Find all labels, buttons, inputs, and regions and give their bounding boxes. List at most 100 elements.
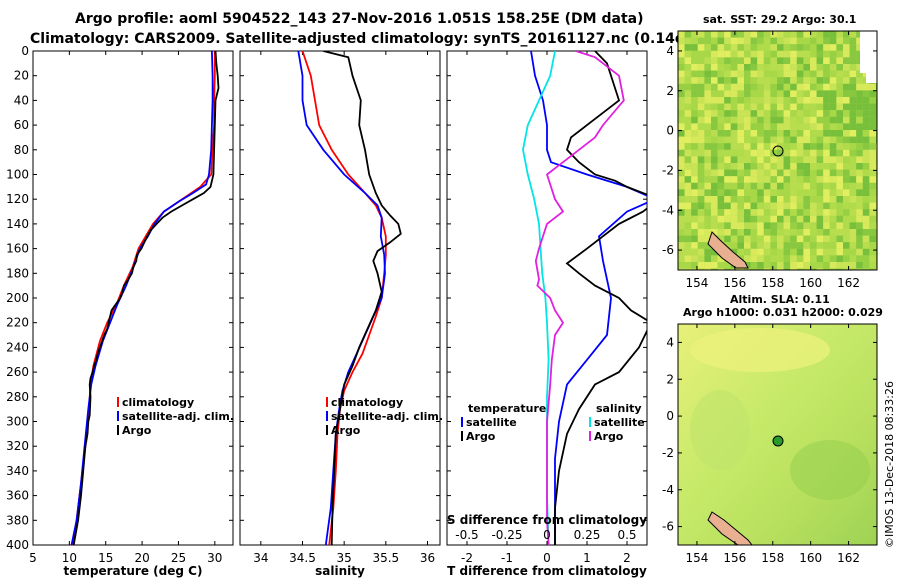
sst-cell xyxy=(744,116,751,124)
figure-title-line2: Climatology: CARS2009. Satellite-adjuste… xyxy=(30,31,748,47)
sst-cell xyxy=(717,196,725,203)
sst-cell xyxy=(836,37,843,45)
sst-cell xyxy=(711,196,718,203)
x-tick-label-top: -0.5 xyxy=(455,528,478,542)
sst-cell xyxy=(836,123,843,130)
sla-map-title-line1: Altim. SLA: 0.11 xyxy=(730,293,830,306)
sst-cell xyxy=(711,143,718,150)
sst-cell xyxy=(691,136,698,144)
sst-cell xyxy=(849,229,857,236)
sst-cell xyxy=(704,163,711,170)
sst-cell xyxy=(849,97,857,104)
sst-cell xyxy=(816,97,824,104)
sst-cell xyxy=(862,248,870,256)
sst-cell xyxy=(770,57,777,64)
sst-cell xyxy=(843,268,850,270)
sst-cell xyxy=(783,31,791,38)
sst-cell xyxy=(862,229,870,236)
sst-cell xyxy=(829,83,837,91)
sst-cell xyxy=(816,248,824,256)
sst-cell xyxy=(829,235,837,243)
sst-cell xyxy=(691,149,698,157)
sst-cell xyxy=(803,182,810,190)
sst-cell xyxy=(737,37,744,45)
sst-cell xyxy=(829,189,837,196)
sst-cell xyxy=(810,229,817,236)
sst-cell xyxy=(836,103,843,111)
sst-cell xyxy=(737,196,744,203)
sst-cell xyxy=(757,97,764,104)
sst-cell xyxy=(816,255,824,262)
sst-cell xyxy=(803,116,810,124)
sst-cell xyxy=(717,70,725,78)
sst-cell xyxy=(704,103,711,111)
sst-cell xyxy=(711,77,718,84)
sst-cell xyxy=(737,50,744,58)
sst-map xyxy=(677,30,878,271)
sst-cell xyxy=(717,130,725,137)
sst-cell xyxy=(829,222,837,229)
sst-cell xyxy=(783,130,791,137)
sst-cell xyxy=(829,57,837,64)
sst-cell xyxy=(790,189,797,196)
sst-cell xyxy=(737,83,744,91)
sst-cell xyxy=(724,31,731,38)
sst-cell xyxy=(856,255,863,262)
sst-cell xyxy=(763,149,771,157)
sst-cell xyxy=(862,136,870,144)
sst-cell xyxy=(737,202,744,210)
sst-cell xyxy=(810,123,817,130)
sst-cell xyxy=(849,116,857,124)
sst-cell xyxy=(790,123,797,130)
sst-cell xyxy=(823,222,830,229)
series-line-satellite-adj-clim- xyxy=(70,51,214,545)
sst-cell xyxy=(711,248,718,256)
sst-cell xyxy=(796,64,804,71)
sst-cell xyxy=(836,143,843,150)
sst-cell xyxy=(737,156,744,163)
sst-cell xyxy=(823,235,830,243)
sla-blob xyxy=(690,328,830,372)
y-tick-label: 300 xyxy=(6,415,29,429)
sst-cell xyxy=(757,202,764,210)
sst-cell xyxy=(869,235,876,243)
sst-cell xyxy=(869,149,876,157)
sst-cell xyxy=(684,103,692,111)
sst-cell xyxy=(711,156,718,163)
sst-cell xyxy=(796,77,804,84)
sst-cell xyxy=(737,70,744,78)
sst-cell xyxy=(783,83,791,91)
sst-cell xyxy=(796,57,804,64)
sst-cell xyxy=(678,136,685,144)
sst-cell xyxy=(810,169,817,177)
sst-cell xyxy=(757,189,764,196)
sst-cell xyxy=(770,202,777,210)
sst-cell xyxy=(829,31,837,38)
sst-cell xyxy=(836,31,843,38)
sst-cell xyxy=(744,248,751,256)
sst-cell xyxy=(737,182,744,190)
sst-cell xyxy=(684,182,692,190)
sst-cell xyxy=(757,37,764,45)
sst-cell xyxy=(757,110,764,117)
sst-cell xyxy=(744,255,751,262)
sst-cell xyxy=(810,235,817,243)
sst-cell xyxy=(777,110,784,117)
sst-cell xyxy=(790,50,797,58)
sst-cell xyxy=(678,163,685,170)
sst-cell xyxy=(711,268,718,270)
map-y-tick-label: -2 xyxy=(662,163,674,177)
y-tick-label: 160 xyxy=(6,242,29,256)
legend-heading: temperature xyxy=(468,402,546,415)
sst-cell xyxy=(684,169,692,177)
sst-cell xyxy=(770,196,777,203)
sst-cell xyxy=(862,130,870,137)
sst-cell xyxy=(823,97,830,104)
sst-cell xyxy=(770,130,777,137)
sst-cell xyxy=(836,44,843,51)
series-line-argo xyxy=(72,51,220,545)
sst-cell xyxy=(816,149,824,157)
sst-cell xyxy=(770,169,777,177)
sst-cell xyxy=(810,136,817,144)
sst-cell xyxy=(816,169,824,177)
